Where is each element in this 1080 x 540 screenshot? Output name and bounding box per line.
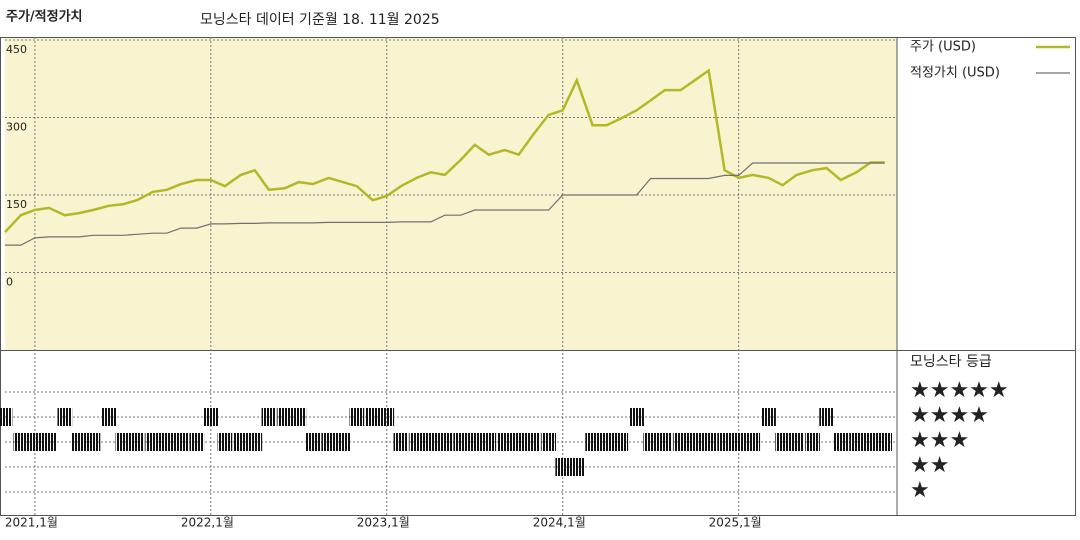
- rating-bar: [833, 433, 849, 451]
- rating-bar: [321, 433, 337, 451]
- rating-bar: [613, 433, 629, 451]
- rating-bar: [761, 408, 776, 426]
- frame: [0, 37, 1076, 516]
- rating-bar: [0, 408, 13, 426]
- rating-bar: [233, 433, 249, 451]
- rating-bar: [247, 433, 263, 451]
- series-line: [4, 68, 885, 234]
- plot-background: [5, 37, 897, 350]
- rating-bar: [305, 433, 321, 451]
- rating-bar: [393, 433, 409, 451]
- rating-bar: [335, 433, 351, 451]
- rating-bar: [497, 433, 512, 451]
- y-tick-label: 450: [6, 43, 27, 56]
- rating-bar: [643, 433, 659, 451]
- rating-bar: [673, 433, 688, 451]
- x-tick-label: 2025,1월: [709, 516, 762, 530]
- rating-bar: [379, 408, 395, 426]
- rating-bar: [203, 408, 219, 426]
- y-tick-label: 150: [6, 198, 27, 211]
- rating-bar: [789, 433, 805, 451]
- rating-bar: [365, 408, 381, 426]
- rating-bar: [115, 433, 131, 451]
- rating-bar: [585, 433, 600, 451]
- rating-bar: [731, 433, 746, 451]
- rating-bar: [863, 433, 878, 451]
- rating-bar: [629, 408, 644, 426]
- rating-label: ★★★: [910, 428, 969, 453]
- series-line: [5, 162, 885, 246]
- rating-bar: [569, 458, 585, 476]
- legend-label: 적정가치 (USD): [910, 66, 1000, 81]
- rating-bar: [453, 433, 469, 451]
- rating-label: ★★: [910, 453, 949, 478]
- x-tick-label: 2023,1월: [357, 516, 410, 530]
- rating-bar: [409, 433, 425, 451]
- rating-bar: [467, 433, 483, 451]
- legend-label: 주가 (USD): [910, 40, 976, 55]
- y-tick-label: 0: [6, 276, 13, 289]
- chart-subtitle: 모닝스타 데이터 기준월 18. 11월 2025: [200, 12, 440, 28]
- rating-bar: [349, 408, 365, 426]
- rating-bar: [277, 408, 293, 426]
- x-tick-label: 2022,1월: [181, 516, 234, 530]
- rating-bar: [291, 408, 307, 426]
- rating-bar: [189, 433, 205, 451]
- rating-bar: [775, 433, 790, 451]
- rating-bar: [805, 433, 820, 451]
- rating-bar: [159, 433, 175, 451]
- rating-bar: [717, 433, 732, 451]
- rating-bar: [745, 433, 761, 451]
- rating-bar: [261, 408, 277, 426]
- rating-bar: [687, 433, 703, 451]
- rating-bar: [101, 408, 117, 426]
- rating-bar: [145, 433, 161, 451]
- rating-bar: [819, 408, 834, 426]
- rating-bar: [541, 433, 556, 451]
- rating-label: ★★★★★: [910, 378, 1009, 403]
- rating-bar: [57, 408, 73, 426]
- rating-bar: [481, 433, 497, 451]
- rating-bar: [173, 433, 189, 451]
- rating-bar: [41, 433, 57, 451]
- rating-bar: [849, 433, 864, 451]
- rating-bar: [129, 433, 145, 451]
- rating-bar: [599, 433, 615, 451]
- y-tick-label: 300: [6, 121, 27, 134]
- rating-label: ★: [910, 478, 930, 503]
- rating-bar: [85, 433, 101, 451]
- rating-bar: [423, 433, 439, 451]
- rating-bar: [437, 433, 453, 451]
- x-tick-label: 2021,1월: [5, 516, 58, 530]
- rating-bar: [525, 433, 541, 451]
- rating-bar: [13, 433, 29, 451]
- rating-bar: [71, 433, 87, 451]
- rating-title: 모닝스타 등급: [910, 354, 992, 370]
- chart-title: 주가/적정가치: [6, 9, 83, 25]
- rating-bar: [511, 433, 527, 451]
- rating-bar: [657, 433, 673, 451]
- rating-bar: [555, 458, 571, 476]
- rating-bar: [877, 433, 893, 451]
- x-tick-label: 2024,1월: [533, 516, 586, 530]
- rating-bar: [701, 433, 717, 451]
- rating-bar: [217, 433, 233, 451]
- rating-bar: [27, 433, 43, 451]
- rating-label: ★★★★: [910, 403, 989, 428]
